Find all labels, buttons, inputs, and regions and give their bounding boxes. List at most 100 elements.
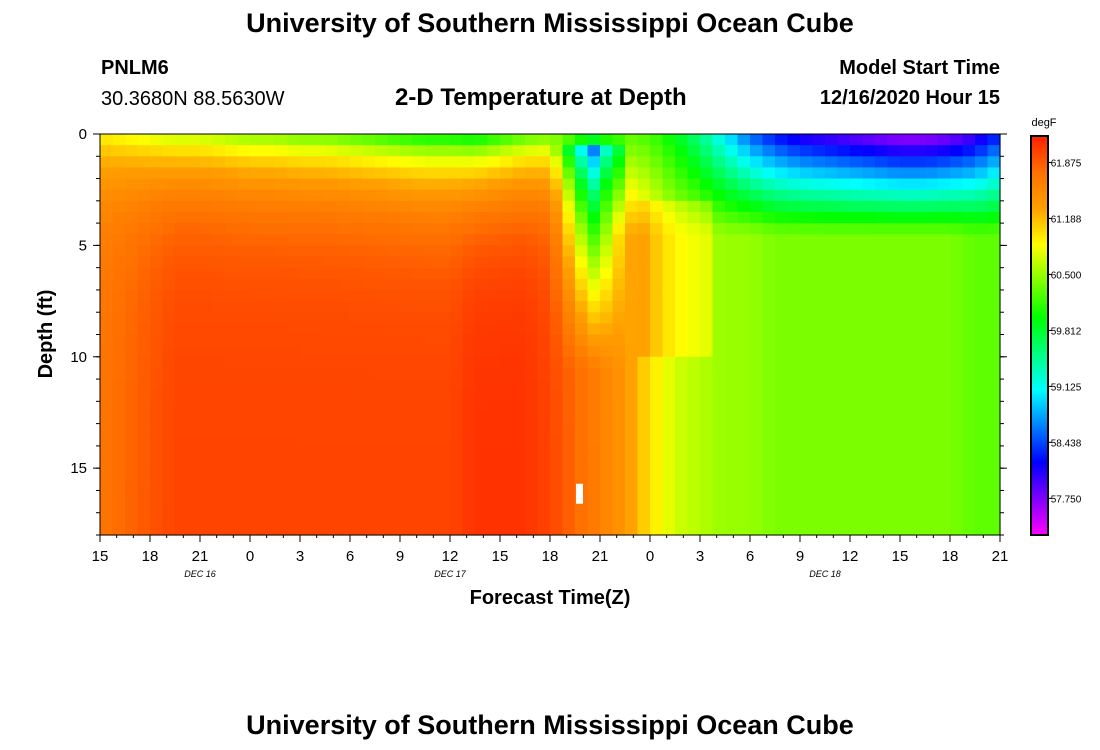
- heatmap-cell: [700, 479, 714, 492]
- heatmap-cell: [212, 345, 226, 358]
- heatmap-cell: [362, 167, 376, 180]
- heatmap-cell: [375, 267, 389, 280]
- x-tick-label: 12: [842, 548, 859, 565]
- station-id: PNLM6: [101, 57, 169, 79]
- heatmap-cell: [662, 145, 676, 157]
- heatmap-cell: [150, 445, 164, 458]
- heatmap-cell: [862, 479, 876, 492]
- heatmap-cell: [312, 479, 326, 492]
- heatmap-cell: [462, 312, 476, 324]
- heatmap-cell: [650, 301, 664, 313]
- heatmap-cell: [187, 345, 201, 358]
- heatmap-cell: [462, 189, 476, 202]
- heatmap-cell: [250, 312, 264, 324]
- heatmap-cell: [750, 256, 764, 269]
- heatmap-cell: [862, 434, 876, 447]
- heatmap-cell: [175, 512, 189, 525]
- heatmap-cell: [900, 390, 914, 402]
- heatmap-cell: [450, 457, 464, 469]
- heatmap-cell: [512, 178, 526, 191]
- heatmap-cell: [862, 401, 876, 414]
- heatmap-cell: [287, 445, 301, 458]
- heatmap-cell: [275, 345, 289, 358]
- heatmap-cell: [262, 523, 276, 536]
- heatmap-cell: [425, 479, 439, 492]
- heatmap-cell: [362, 134, 376, 146]
- heatmap-cell: [850, 145, 864, 157]
- heatmap-cell: [137, 189, 151, 202]
- heatmap-cell: [850, 379, 864, 391]
- heatmap-cell: [125, 134, 139, 146]
- heatmap-cell: [225, 512, 239, 525]
- heatmap-cell: [937, 189, 951, 202]
- heatmap-cell: [525, 223, 539, 235]
- heatmap-cell: [487, 234, 501, 246]
- heatmap-cell: [912, 200, 926, 213]
- heatmap-cell: [487, 479, 501, 492]
- heatmap-cell: [375, 479, 389, 492]
- heatmap-cell: [762, 211, 776, 224]
- heatmap-cell: [762, 412, 776, 425]
- heatmap-cell: [737, 479, 751, 492]
- heatmap-cell: [925, 334, 939, 347]
- heatmap-cell: [237, 256, 251, 269]
- heatmap-cell: [850, 512, 864, 525]
- heatmap-cell: [825, 401, 839, 414]
- heatmap-cell: [300, 134, 314, 146]
- heatmap-cell: [225, 379, 239, 391]
- heatmap-cell: [462, 323, 476, 336]
- heatmap-cell: [987, 523, 1001, 536]
- heatmap-cell: [862, 289, 876, 302]
- heatmap-cell: [650, 278, 664, 291]
- heatmap-cell: [825, 178, 839, 191]
- heatmap-cell: [637, 167, 651, 180]
- heatmap-cell: [312, 134, 326, 146]
- heatmap-cell: [400, 156, 414, 169]
- heatmap-cell: [837, 490, 851, 503]
- heatmap-cell: [925, 156, 939, 169]
- heatmap-cell: [137, 468, 151, 480]
- heatmap-cell: [225, 501, 239, 514]
- heatmap-cell: [437, 156, 451, 169]
- heatmap-cell: [837, 445, 851, 458]
- heatmap-cell: [162, 345, 176, 358]
- heatmap-cell: [475, 367, 489, 380]
- heatmap-cell: [612, 278, 626, 291]
- x-tick-label: 6: [746, 548, 754, 565]
- heatmap-cell: [900, 356, 914, 369]
- heatmap-cell: [400, 189, 414, 202]
- heatmap-cell: [662, 134, 676, 146]
- heatmap-cell: [812, 145, 826, 157]
- heatmap-cell: [987, 312, 1001, 324]
- heatmap-cell: [525, 178, 539, 191]
- heatmap-cell: [750, 523, 764, 536]
- heatmap-cell: [687, 178, 701, 191]
- heatmap-cell: [625, 267, 639, 280]
- heatmap-cell: [437, 145, 451, 157]
- heatmap-cell: [225, 245, 239, 258]
- heatmap-cell: [175, 479, 189, 492]
- heatmap-cell: [625, 245, 639, 258]
- heatmap-cell: [537, 434, 551, 447]
- heatmap-cell: [300, 390, 314, 402]
- heatmap-cell: [675, 234, 689, 246]
- heatmap-cell: [512, 523, 526, 536]
- heatmap-cell: [462, 145, 476, 157]
- heatmap-cell: [912, 479, 926, 492]
- heatmap-cell: [350, 200, 364, 213]
- heatmap-cell: [725, 167, 739, 180]
- heatmap-cell: [237, 334, 251, 347]
- heatmap-cell: [550, 390, 564, 402]
- heatmap-cell: [187, 256, 201, 269]
- heatmap-cell: [250, 367, 264, 380]
- heatmap-cell: [612, 445, 626, 458]
- heatmap-cell: [687, 345, 701, 358]
- heatmap-cell: [387, 356, 401, 369]
- heatmap-cell: [212, 289, 226, 302]
- heatmap-cell: [350, 211, 364, 224]
- heatmap-cell: [250, 289, 264, 302]
- heatmap-cell: [512, 189, 526, 202]
- heatmap-cell: [125, 379, 139, 391]
- heatmap-cell: [962, 211, 976, 224]
- heatmap-cell: [162, 312, 176, 324]
